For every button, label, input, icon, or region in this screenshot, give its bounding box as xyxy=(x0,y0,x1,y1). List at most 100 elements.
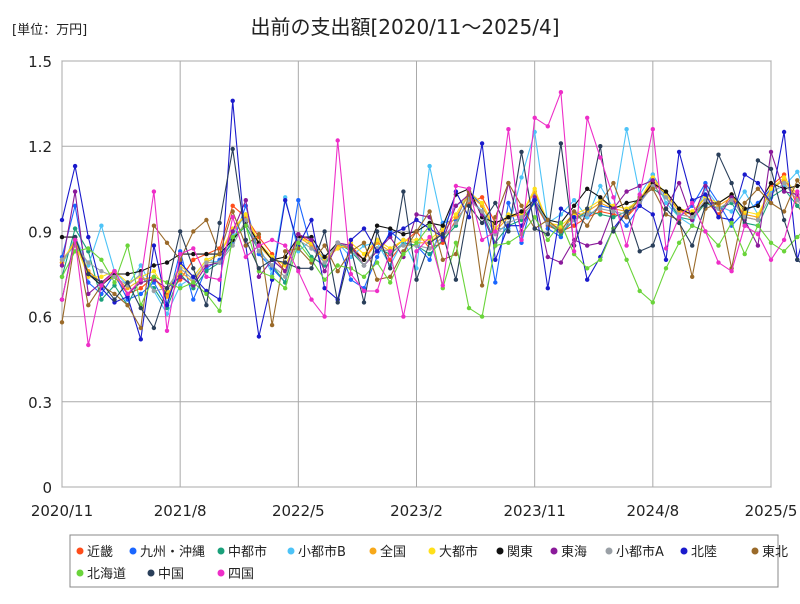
data-point xyxy=(322,269,327,274)
data-point xyxy=(611,215,616,220)
legend-item: 中都市 xyxy=(217,544,267,560)
data-point xyxy=(690,274,695,279)
data-point xyxy=(479,237,485,243)
data-point xyxy=(59,263,65,268)
data-point xyxy=(532,115,537,121)
data-point xyxy=(624,257,629,262)
data-point xyxy=(361,300,367,305)
data-point xyxy=(99,257,104,262)
data-point xyxy=(230,203,235,208)
data-point xyxy=(519,149,524,155)
data-point xyxy=(453,212,459,217)
legend-marker xyxy=(287,547,295,555)
data-point xyxy=(256,249,262,254)
data-point xyxy=(191,297,196,302)
data-point xyxy=(768,149,774,155)
legend-item: 関東 xyxy=(496,544,533,560)
data-point xyxy=(322,277,327,282)
legend-label: 九州・沖縄 xyxy=(140,545,205,560)
data-point xyxy=(322,314,327,319)
data-point xyxy=(178,229,183,234)
data-point xyxy=(178,286,183,291)
data-point xyxy=(585,243,590,248)
data-point xyxy=(663,266,669,271)
data-point xyxy=(663,257,669,262)
data-point xyxy=(348,237,354,243)
data-point xyxy=(256,334,262,339)
data-point xyxy=(676,215,682,220)
data-point xyxy=(479,200,485,206)
data-point xyxy=(86,303,91,308)
data-point xyxy=(72,226,78,231)
data-point xyxy=(217,251,222,257)
data-point xyxy=(283,198,288,203)
data-point xyxy=(427,257,432,262)
x-tick-label: 2020/11 xyxy=(31,502,93,520)
data-point xyxy=(466,203,472,208)
data-point xyxy=(283,286,288,291)
data-point xyxy=(322,260,327,265)
data-point xyxy=(230,229,235,234)
data-point xyxy=(742,172,747,177)
legend-item: 全国 xyxy=(369,544,406,560)
data-point xyxy=(99,297,104,302)
data-point xyxy=(781,180,787,186)
data-point xyxy=(598,155,603,160)
data-point xyxy=(532,198,537,203)
data-point xyxy=(558,141,564,146)
data-point xyxy=(650,243,655,248)
data-point xyxy=(388,274,393,279)
data-point xyxy=(361,240,367,245)
data-point xyxy=(374,229,380,234)
data-point xyxy=(637,249,642,254)
data-point xyxy=(138,305,143,311)
legend-label: 北陸 xyxy=(691,544,717,560)
data-point xyxy=(72,203,78,208)
legend-item: 北海道 xyxy=(76,567,126,582)
data-point xyxy=(309,266,314,271)
data-point xyxy=(151,223,157,228)
data-point xyxy=(466,305,472,311)
data-point xyxy=(532,186,537,191)
data-point xyxy=(269,257,275,262)
data-point xyxy=(742,223,747,228)
data-point xyxy=(86,246,91,251)
data-point xyxy=(374,249,380,254)
data-point xyxy=(585,115,590,121)
data-point xyxy=(755,212,761,217)
legend-label: 北海道 xyxy=(87,567,126,582)
data-point xyxy=(755,232,761,237)
data-point xyxy=(690,215,695,220)
data-point xyxy=(795,178,800,183)
data-point xyxy=(453,183,459,189)
data-point xyxy=(624,209,629,214)
data-point xyxy=(204,269,209,274)
data-point xyxy=(348,246,354,251)
data-point xyxy=(755,186,761,191)
legend-item: 九州・沖縄 xyxy=(129,545,205,560)
data-point xyxy=(676,240,682,245)
data-point xyxy=(729,180,734,186)
legend-marker xyxy=(217,569,225,577)
legend-item: 東北 xyxy=(751,544,788,560)
data-point xyxy=(335,269,340,274)
data-point xyxy=(558,90,564,95)
data-point xyxy=(729,198,734,203)
data-point xyxy=(256,243,262,248)
data-point xyxy=(309,257,314,262)
data-point xyxy=(335,138,340,143)
data-point xyxy=(558,229,564,234)
data-point xyxy=(650,300,655,305)
data-point xyxy=(283,249,288,254)
data-point xyxy=(138,291,143,297)
data-point xyxy=(296,240,301,245)
data-point xyxy=(532,226,537,231)
data-point xyxy=(414,277,419,282)
data-point xyxy=(151,243,157,248)
data-point xyxy=(204,303,209,308)
data-point xyxy=(637,192,642,197)
data-point xyxy=(59,320,65,325)
data-point xyxy=(427,209,432,214)
data-point xyxy=(322,286,327,291)
data-point xyxy=(164,303,170,308)
